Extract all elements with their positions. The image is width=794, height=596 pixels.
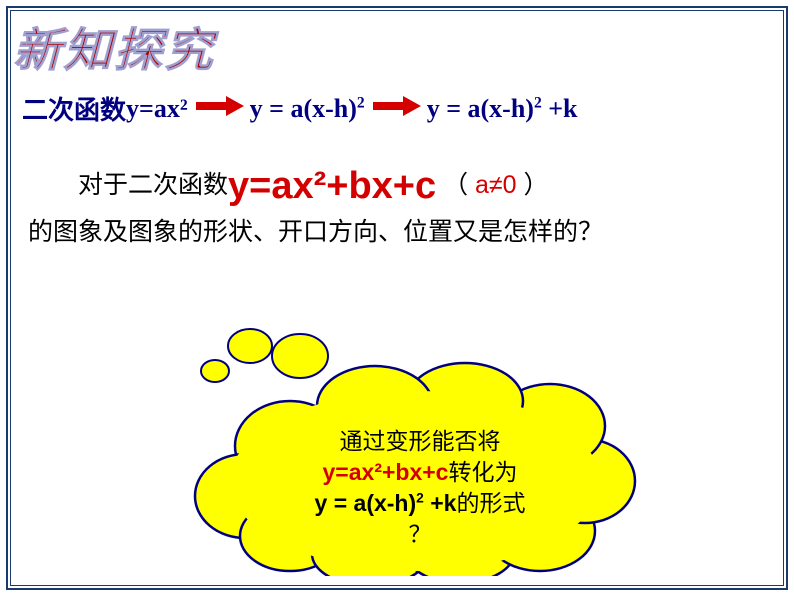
formula-3: y = a(x-h)2 +k [427, 94, 578, 124]
thought-bubble: 通过变形能否将 y=ax²+bx+c转化为 y = a(x-h)2 +k的形式 … [120, 296, 670, 576]
question-line-1: 对于二次函数y=ax²+bx+c （ a≠0 ） [28, 158, 766, 215]
formula-2: y = a(x-h)2 [250, 94, 365, 124]
arrow-icon [194, 94, 244, 124]
formula-sequence: 二次函数y=ax² y = a(x-h)2 y = a(x-h)2 +k [22, 90, 784, 127]
question-line-2: 的图象及图象的形状、开口方向、位置又是怎样的？ [28, 214, 766, 252]
main-formula: y=ax²+bx+c [228, 165, 436, 207]
formula-1: y=ax² [126, 94, 188, 124]
prefix-text: 二次函数 [22, 90, 126, 127]
cloud-text: 通过变形能否将 y=ax²+bx+c转化为 y = a(x-h)2 +k的形式 … [250, 426, 590, 550]
arrow-icon [371, 94, 421, 124]
slide-title: 新知探究 [13, 14, 215, 80]
